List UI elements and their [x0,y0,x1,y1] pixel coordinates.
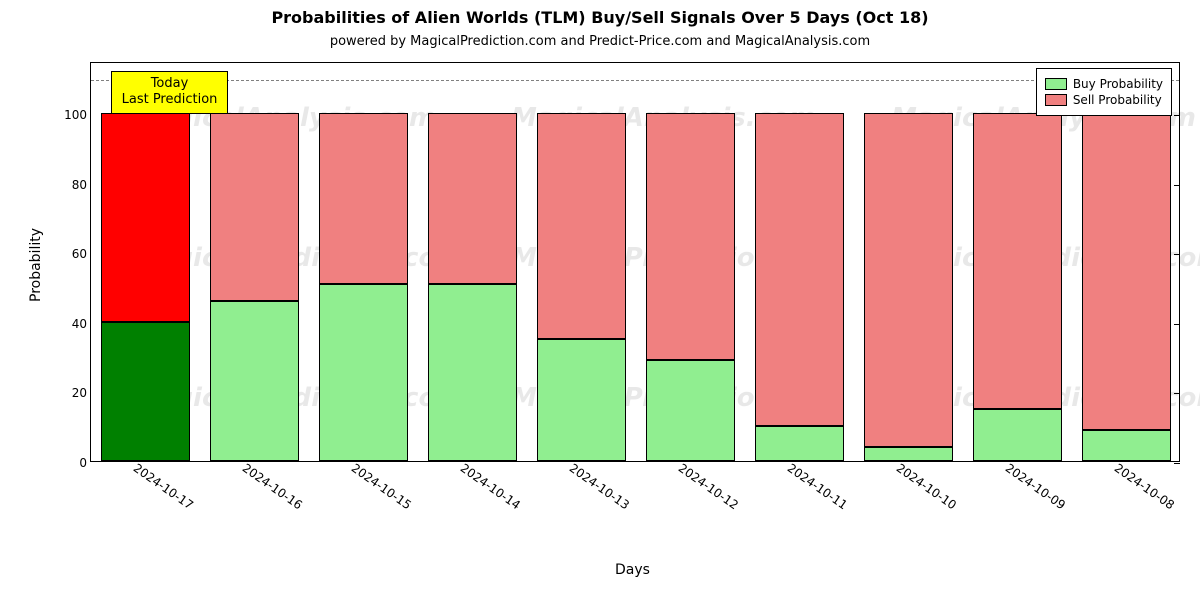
y-tick-label: 60 [72,247,87,261]
x-tick-label: 2024-10-16 [239,461,304,512]
y-tick-label: 0 [79,456,87,470]
bar-segment-sell [864,113,953,447]
bar-segment-sell [319,113,408,283]
y-tick-mark [1174,185,1180,186]
bar-segment-sell [646,113,735,360]
x-tick-label: 2024-10-09 [1002,461,1067,512]
legend-item: Sell Probability [1045,93,1163,107]
bar-segment-sell [1082,113,1171,430]
legend-item: Buy Probability [1045,77,1163,91]
y-axis-label: Probability [28,228,44,302]
x-axis-label: Days [615,562,650,578]
bar [646,61,735,461]
y-tick-mark [1174,463,1180,464]
bar-segment-buy [537,339,626,461]
x-tick-label: 2024-10-15 [348,461,413,512]
bar-segment-buy [864,447,953,461]
bar-segment-buy [1082,430,1171,461]
x-tick-label: 2024-10-14 [457,461,522,512]
bar-segment-sell [537,113,626,339]
bar [210,61,299,461]
bar-segment-buy [755,426,844,461]
bar-segment-sell [210,113,299,301]
bar-segment-buy [646,360,735,461]
bar [428,61,517,461]
chart-title: Probabilities of Alien Worlds (TLM) Buy/… [0,8,1200,27]
x-tick-label: 2024-10-08 [1111,461,1176,512]
chart-subtitle: powered by MagicalPrediction.com and Pre… [0,34,1200,49]
bar-segment-buy [319,284,408,461]
bar-segment-buy [973,409,1062,461]
y-tick-mark [1174,115,1180,116]
bar [319,61,408,461]
y-tick-mark [1174,324,1180,325]
legend-label: Sell Probability [1073,93,1162,107]
bar [864,61,953,461]
bar-segment-sell [428,113,517,283]
y-tick-label: 20 [72,386,87,400]
legend-label: Buy Probability [1073,77,1163,91]
bar [755,61,844,461]
x-tick-label: 2024-10-12 [675,461,740,512]
bar [537,61,626,461]
bar [973,61,1062,461]
bar [1082,61,1171,461]
bar-segment-buy [210,301,299,461]
x-tick-label: 2024-10-13 [566,461,631,512]
chart-container: Probabilities of Alien Worlds (TLM) Buy/… [0,0,1200,600]
bar-segment-sell [973,113,1062,409]
bar-segment-buy [101,322,190,461]
bar-segment-buy [428,284,517,461]
bar [101,61,190,461]
x-tick-label: 2024-10-10 [893,461,958,512]
annotation-line2: Last Prediction [122,92,218,108]
legend-swatch [1045,78,1067,90]
annotation-line1: Today [122,76,218,92]
y-tick-label: 80 [72,178,87,192]
x-tick-label: 2024-10-17 [130,461,195,512]
y-tick-mark [1174,254,1180,255]
y-tick-label: 40 [72,317,87,331]
bar-segment-sell [101,113,190,322]
plot-area: 020406080100MagicalAnalysis.comMagicalAn… [90,62,1180,462]
legend-swatch [1045,94,1067,106]
bar-segment-sell [755,113,844,426]
legend: Buy Probability Sell Probability [1036,68,1172,116]
today-annotation: TodayLast Prediction [111,71,229,114]
x-tick-label: 2024-10-11 [784,461,849,512]
y-tick-mark [1174,393,1180,394]
y-tick-label: 100 [64,108,87,122]
